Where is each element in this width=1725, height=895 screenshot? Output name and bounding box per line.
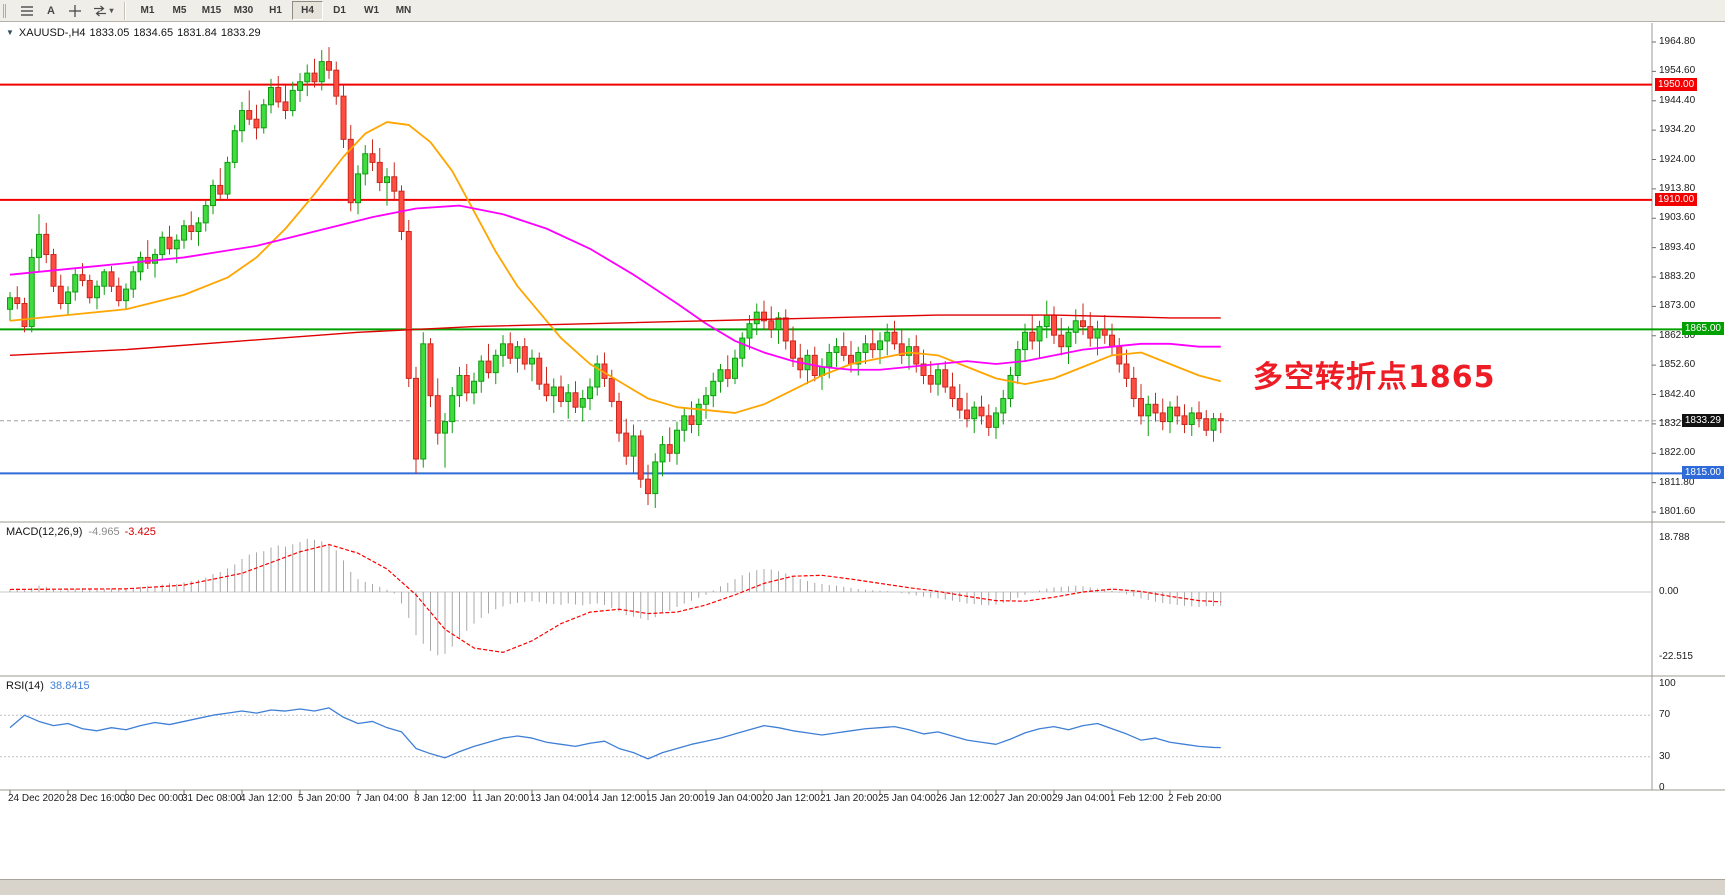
timeframe-button-w1[interactable]: W1 bbox=[364, 5, 379, 16]
timeframe-button-h1[interactable]: H1 bbox=[269, 5, 282, 16]
timeframe-button-h4[interactable]: H4 bbox=[292, 1, 323, 20]
candlestick-series bbox=[7, 47, 1224, 508]
timeframe-button-mn[interactable]: MN bbox=[395, 5, 412, 16]
timeframe-button-m30[interactable]: M30 bbox=[233, 5, 254, 16]
timeframe-button-m15[interactable]: M15 bbox=[201, 5, 222, 16]
ma-fast-line bbox=[9, 121, 1221, 414]
dropdown-caret-icon: ▾ bbox=[109, 6, 114, 15]
timeframe-button-m1[interactable]: M1 bbox=[140, 5, 155, 16]
ma-mid-line bbox=[9, 204, 1221, 371]
rsi-line bbox=[9, 707, 1221, 760]
timeframe-button-m5[interactable]: M5 bbox=[172, 5, 187, 16]
timeframe-button-group: M1 M5 M15 M30 H1 H4 D1 W1 MN bbox=[132, 1, 420, 20]
toolbar-separator bbox=[124, 1, 126, 20]
chart-list-icon[interactable] bbox=[16, 2, 38, 20]
crosshair-icon[interactable] bbox=[64, 2, 86, 20]
macd-signal-line bbox=[9, 543, 1221, 653]
toolbar: A ▾ M1 M5 M15 M30 H1 H4 D1 W1 MN bbox=[0, 0, 1725, 22]
macd-histogram bbox=[9, 538, 1222, 656]
status-strip bbox=[0, 879, 1725, 895]
ma-slow-line bbox=[9, 314, 1221, 357]
timeframe-button-d1[interactable]: D1 bbox=[333, 5, 346, 16]
timeframes-dropdown-icon[interactable]: ▾ bbox=[88, 2, 118, 20]
text-label-icon[interactable]: A bbox=[47, 4, 55, 17]
toolbar-drag-handle[interactable] bbox=[3, 3, 10, 18]
